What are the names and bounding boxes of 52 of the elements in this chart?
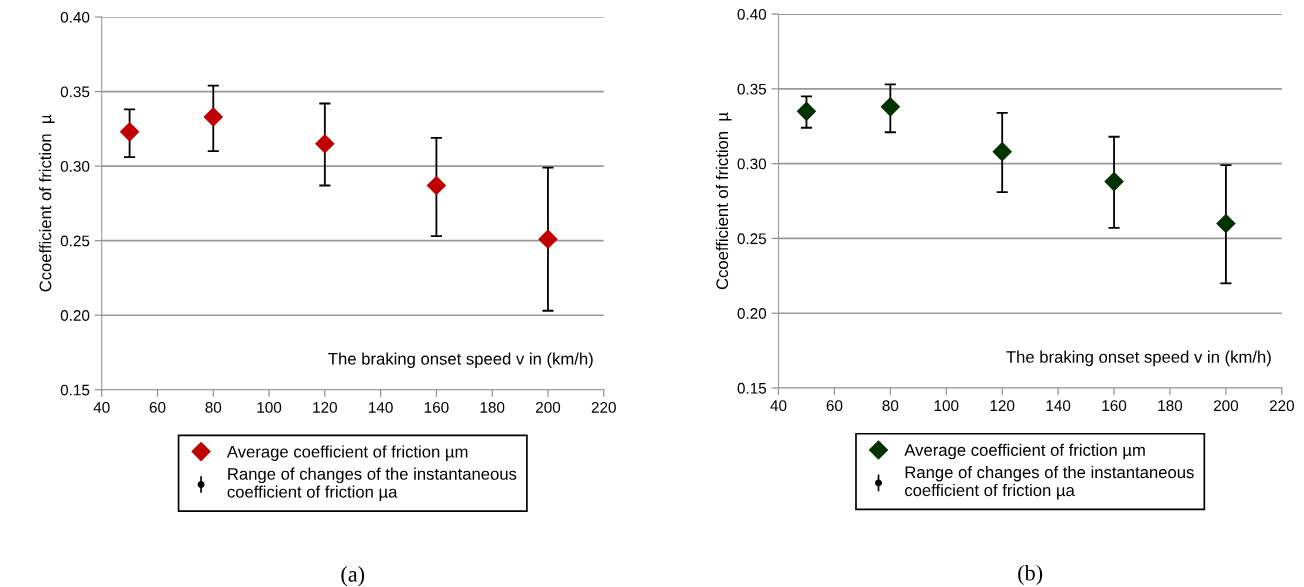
text: (a) <box>341 566 365 587</box>
x-tick-label: 120 <box>313 401 337 413</box>
x-tick-label: 200 <box>535 401 561 413</box>
x-tick-label: 40 <box>93 401 110 413</box>
x-tick-label: 80 <box>205 401 222 413</box>
point <box>426 175 446 196</box>
y-tick-label: 0.25 <box>737 233 767 245</box>
x-tick-label: 80 <box>882 400 899 412</box>
y-tick-label: 0.25 <box>60 235 90 247</box>
y-axis-title: Ccoefficient of friction µ <box>715 112 732 290</box>
point <box>1104 172 1124 192</box>
legend-label: Average coefficient of friction µm <box>226 445 468 461</box>
point <box>120 122 140 142</box>
x-tick-label: 60 <box>149 401 166 413</box>
x-axis-title: The braking onset speed v in (km/h) <box>328 352 593 369</box>
x-tick-label: 100 <box>257 401 282 413</box>
y-tick-label: 0.20 <box>737 308 767 319</box>
y-axis-title: Ccoefficient of friction µ <box>39 114 55 292</box>
y-tick-label: 0.20 <box>60 310 90 321</box>
x-tick-label: 140 <box>1046 400 1071 412</box>
y-tick-label: 0.15 <box>60 384 90 396</box>
point <box>796 101 816 121</box>
x-tick-label: 200 <box>1213 400 1239 412</box>
y-tick-label: 0.35 <box>737 83 767 95</box>
text: Range of changes of the instantaneous coefficient of friction µa <box>905 465 1194 500</box>
x-tick-label: 220 <box>1269 400 1294 412</box>
x-tick-label: 220 <box>591 401 616 413</box>
point <box>1216 213 1236 234</box>
point <box>315 134 335 154</box>
y-tick-label: 0.40 <box>737 8 767 20</box>
y-tick-label: 0.35 <box>60 86 90 98</box>
x-tick-label: 160 <box>1102 400 1127 412</box>
x-tick-label: 140 <box>369 401 393 413</box>
x-tick-label: 180 <box>1158 400 1183 412</box>
x-axis-title: The braking onset speed v in (km/h) <box>1006 350 1271 367</box>
point <box>203 107 223 127</box>
x-tick-label: 40 <box>770 400 787 412</box>
y-tick-label: 0.30 <box>60 160 90 172</box>
y-tick-label: 0.30 <box>737 158 767 170</box>
y-tick-label: 0.40 <box>60 11 90 23</box>
y-tick-label: 0.15 <box>737 382 767 394</box>
text: (b) <box>1018 564 1043 586</box>
point <box>880 97 900 117</box>
x-tick-label: 180 <box>480 401 505 413</box>
x-tick-label: 120 <box>990 400 1015 412</box>
x-tick-label: 60 <box>826 400 843 412</box>
point <box>992 142 1012 162</box>
text: Range of changes of the instantaneous coefficient of friction µa <box>227 467 517 502</box>
x-tick-label: 100 <box>934 400 959 412</box>
x-tick-label: 160 <box>424 401 449 413</box>
point <box>538 229 558 249</box>
legend-label: Average coefficient of friction µm <box>904 443 1145 460</box>
